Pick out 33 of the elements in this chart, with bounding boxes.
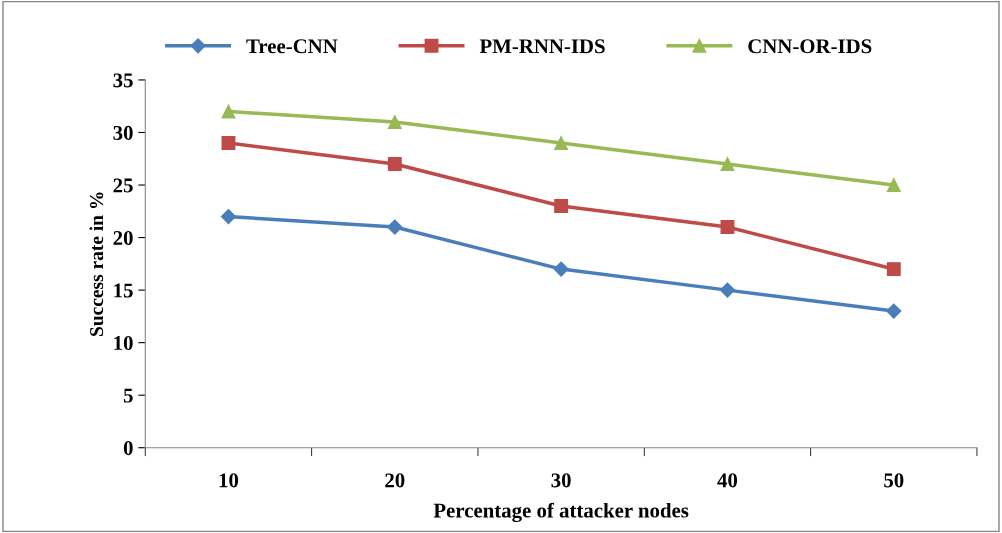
point	[387, 219, 403, 235]
y-tick-label: 10	[114, 336, 133, 351]
point	[886, 178, 901, 192]
x-tick-label: 20	[385, 473, 405, 488]
legend-label: PM-RNN-IDS	[479, 39, 605, 54]
point	[387, 115, 402, 129]
x-axis-title: Percentage of attacker nodes	[433, 502, 689, 522]
x-tick-label: 50	[884, 473, 904, 488]
y-tick-label: 25	[113, 178, 133, 193]
point	[720, 157, 735, 171]
point	[719, 282, 736, 298]
point	[886, 303, 902, 319]
y-tick-label: 0	[123, 441, 133, 456]
y-tick-label: 20	[113, 230, 133, 245]
point	[720, 220, 735, 235]
point	[221, 136, 236, 150]
point	[886, 262, 901, 277]
y-tick-label: 15	[114, 283, 133, 298]
x-tick-label: 40	[717, 473, 738, 488]
y-tick-label: 35	[113, 73, 133, 88]
point	[387, 157, 402, 171]
legend-label: Tree-CNN	[246, 39, 338, 54]
point	[221, 104, 236, 119]
y-tick-label: 5	[123, 388, 133, 403]
x-tick-label: 10	[219, 473, 239, 488]
y-axis-title: Success rate in %	[89, 192, 104, 336]
x-tick-label: 30	[551, 473, 571, 488]
point	[553, 261, 569, 277]
legend-label: CNN-OR-IDS	[748, 39, 872, 54]
point	[220, 208, 237, 225]
point	[554, 199, 569, 213]
y-tick-label: 30	[113, 125, 133, 140]
point	[554, 136, 569, 150]
